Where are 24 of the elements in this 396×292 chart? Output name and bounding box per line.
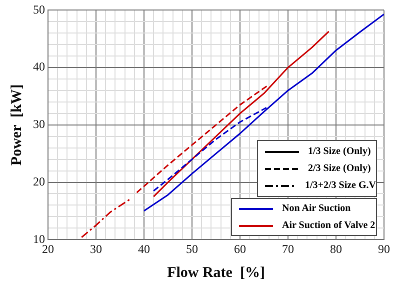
annotation: 1/3 Size (Only) <box>308 146 371 157</box>
x-tick-label: 90 <box>378 242 390 256</box>
y-tick-label: 10 <box>33 232 45 246</box>
x-tick-label: 40 <box>138 242 150 256</box>
annotation: Air Suction of Valve 2 <box>282 220 376 231</box>
x-tick-label: 30 <box>90 242 102 256</box>
x-tick-label: 20 <box>42 242 54 256</box>
line-series <box>80 198 130 238</box>
y-tick-label: 40 <box>33 60 45 74</box>
y-axis-title: Power [kW] <box>8 84 25 166</box>
line-series <box>152 106 268 192</box>
x-tick-label: 50 <box>186 242 198 256</box>
x-tick-label: 70 <box>282 242 294 256</box>
y-tick-label: 30 <box>33 117 45 132</box>
legend-box: 1/3 Size (Only) 2/3 Size (Only) 1/3+2/3 Size G.V <box>257 140 377 197</box>
x-tick-label: 60 <box>234 242 246 256</box>
y-tick-label: 20 <box>33 174 45 188</box>
x-tick-label: 80 <box>330 242 342 256</box>
annotation: Non Air Suction <box>282 203 351 214</box>
y-tick-label: 50 <box>33 2 45 16</box>
annotation: 1/3+2/3 Size G.V <box>305 180 376 191</box>
annotation: 2/3 Size (Only) <box>308 163 371 174</box>
line-series <box>136 84 270 194</box>
x-axis-title: Flow Rate [%] <box>167 264 265 281</box>
